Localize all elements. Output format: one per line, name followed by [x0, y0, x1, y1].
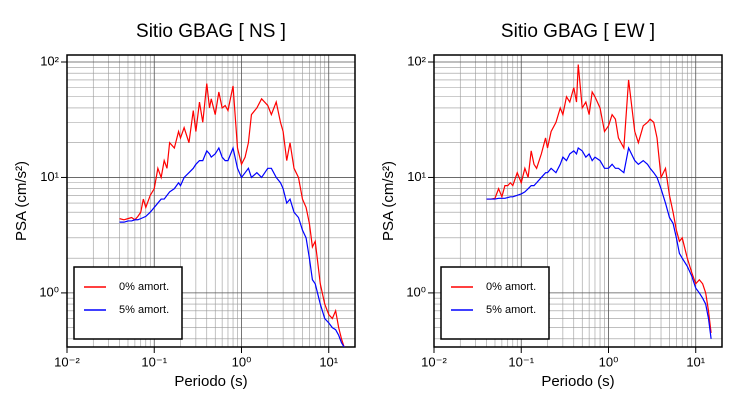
series-line — [119, 83, 345, 347]
legend-box — [73, 266, 183, 340]
series-line — [119, 145, 345, 347]
x-tick-label: 10⁻¹ — [508, 354, 534, 369]
legend-box — [440, 266, 550, 340]
x-tick-label: 10⁰ — [599, 354, 619, 369]
y-tick-label: 10² — [40, 53, 59, 68]
x-tick-label: 10⁻² — [54, 354, 80, 369]
x-tick-label: 10¹ — [686, 354, 705, 369]
x-tick-label: 10⁰ — [232, 354, 252, 369]
series-line — [486, 64, 712, 334]
x-axis-label: Periodo (s) — [174, 373, 247, 390]
legend-label: 0% amort. — [486, 281, 536, 293]
y-tick-label: 10⁰ — [39, 284, 59, 299]
plot-frame — [66, 54, 356, 348]
y-tick-label: 10¹ — [407, 169, 426, 184]
chart-title: Sitio GBAG [ EW ] — [501, 21, 655, 42]
legend-label: 5% amort. — [486, 304, 536, 316]
legend-label: 5% amort. — [119, 304, 169, 316]
plot-frame — [433, 54, 723, 348]
x-tick-label: 10¹ — [319, 354, 338, 369]
legend-label: 0% amort. — [119, 281, 169, 293]
y-axis-label: PSA (cm/s²) — [380, 161, 397, 241]
y-axis-label: PSA (cm/s²) — [13, 161, 30, 241]
y-tick-label: 10⁰ — [406, 284, 426, 299]
series-line — [486, 146, 712, 339]
x-tick-label: 10⁻¹ — [141, 354, 167, 369]
y-tick-label: 10¹ — [40, 169, 59, 184]
y-tick-label: 10² — [407, 53, 426, 68]
x-axis-label: Periodo (s) — [541, 373, 614, 390]
x-tick-label: 10⁻² — [421, 354, 447, 369]
chart-title: Sitio GBAG [ NS ] — [136, 21, 286, 42]
